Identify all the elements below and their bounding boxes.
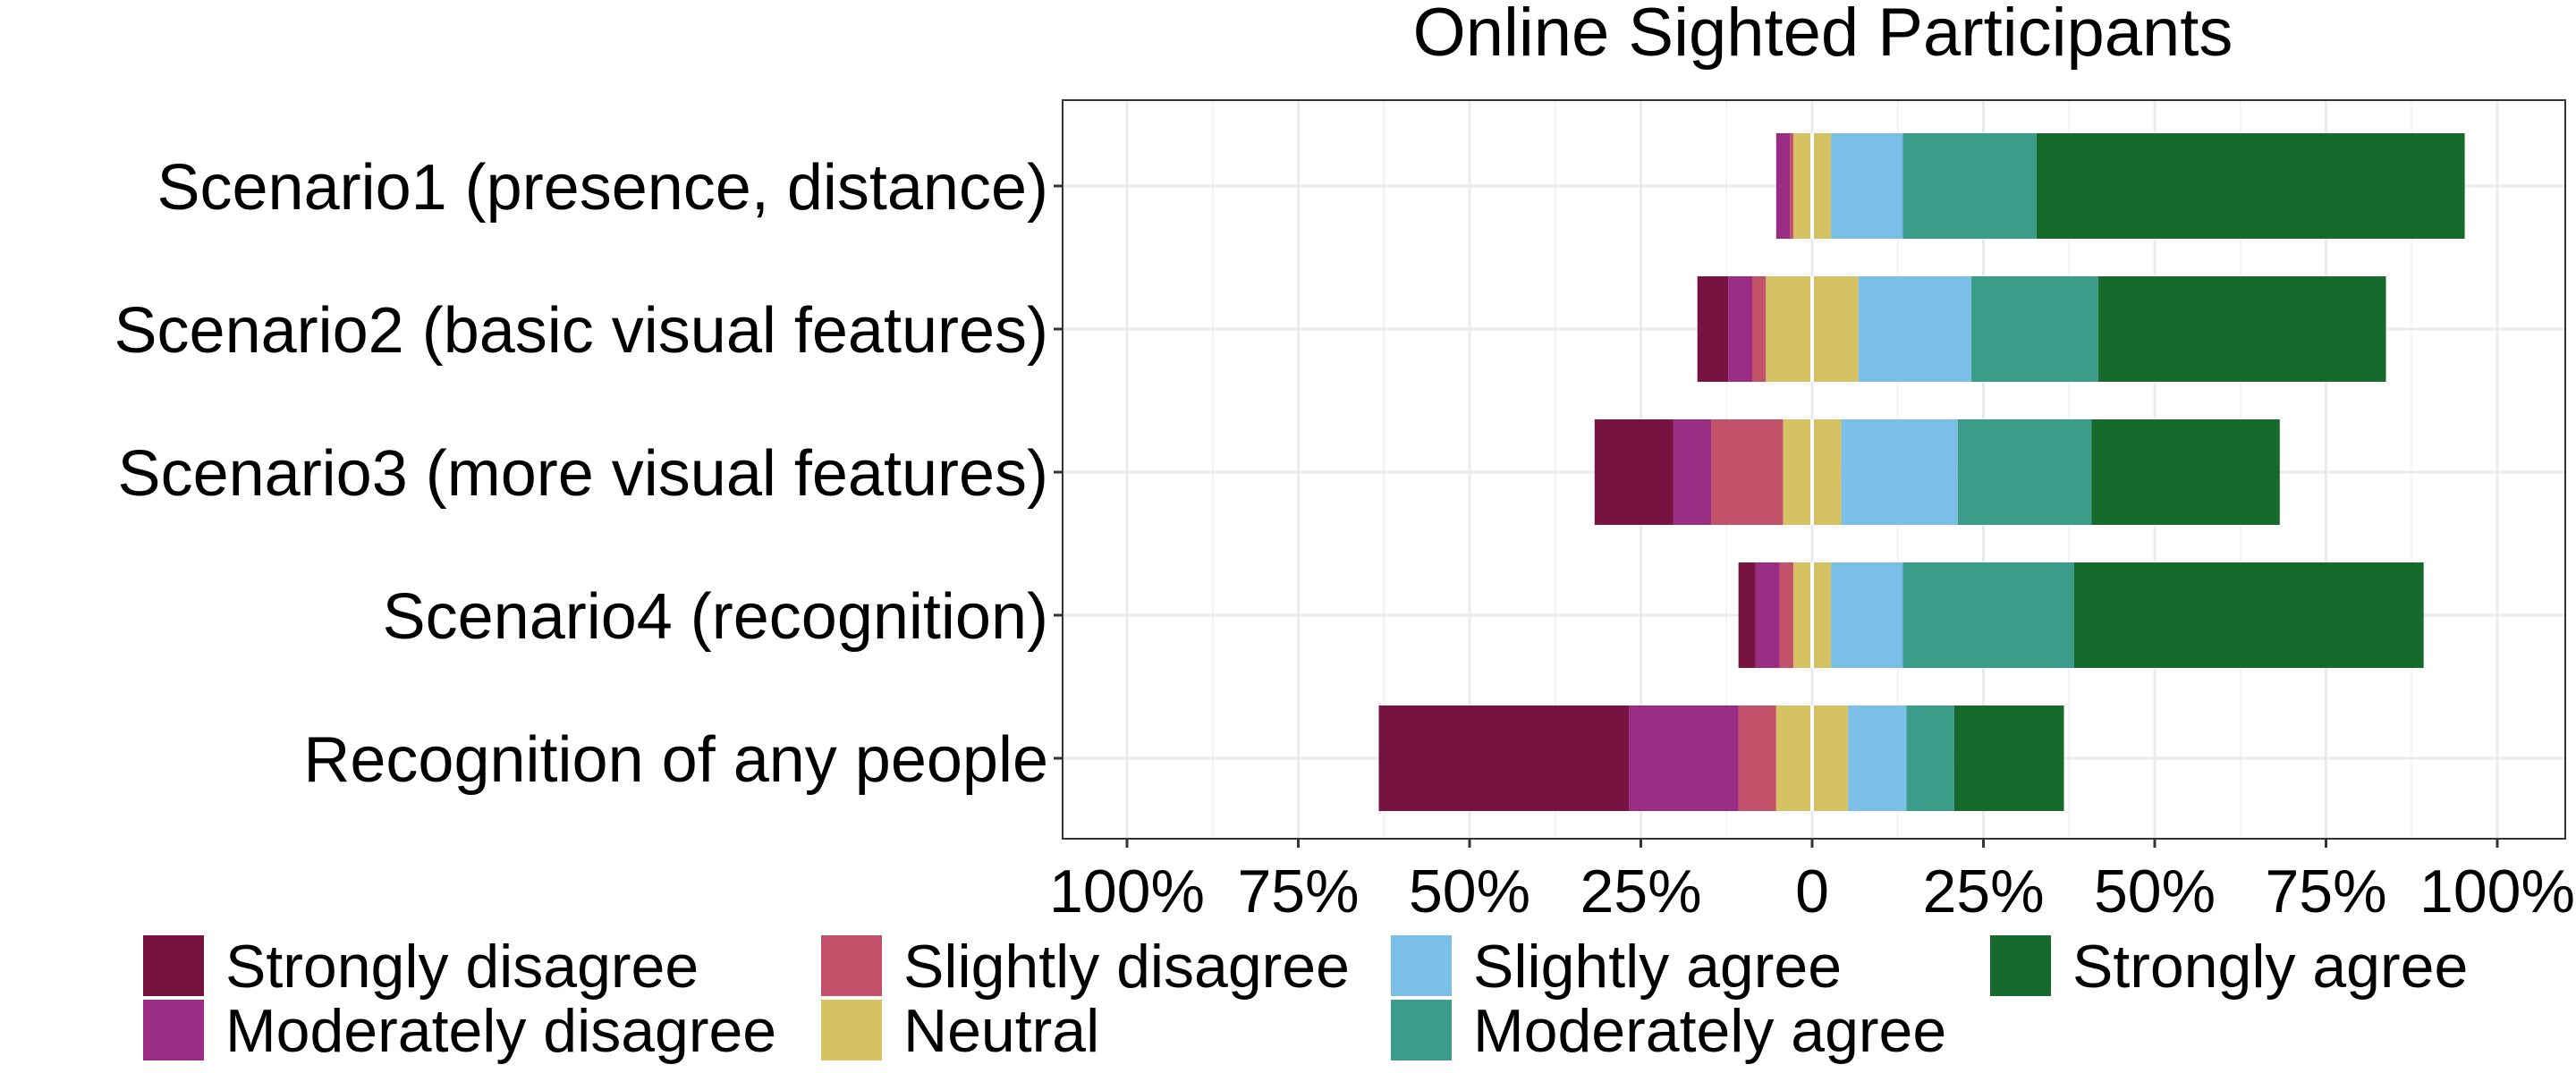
x-tick-label: 50% xyxy=(1409,858,1530,925)
chart-title: Online Sighted Participants xyxy=(1413,0,2233,71)
x-tick-label: 25% xyxy=(1922,858,2044,925)
x-tick-label: 100% xyxy=(2419,858,2575,925)
bar-segment xyxy=(1902,562,2074,668)
legend-key xyxy=(143,1000,204,1060)
bar-segment xyxy=(1812,133,1832,239)
y-tick-label: Recognition of any people xyxy=(303,724,1048,796)
legend-label: Slightly agree xyxy=(1473,933,1842,1001)
legend-label: Moderately agree xyxy=(1473,997,1946,1065)
bar-segment xyxy=(1848,705,1907,811)
bar-segment xyxy=(1790,133,1793,239)
legend-label: Moderately disagree xyxy=(225,997,776,1065)
bar-segment xyxy=(2036,133,2465,239)
bar-segment xyxy=(1711,419,1784,525)
x-tick-label: 75% xyxy=(2265,858,2386,925)
legend-key xyxy=(1990,935,2051,996)
bar-segment xyxy=(1831,562,1903,668)
bar-segment xyxy=(1783,419,1812,525)
bar-segment xyxy=(1971,276,2098,382)
bar-segment xyxy=(1755,562,1780,668)
y-tick-label: Scenario4 (recognition) xyxy=(383,581,1048,653)
x-tick-label: 0 xyxy=(1795,858,1829,925)
bar-segment xyxy=(1953,705,2064,811)
x-tick-label: 50% xyxy=(2094,858,2216,925)
y-axis: Scenario1 (presence, distance) Scenario2 … xyxy=(114,152,1063,796)
bar-segment xyxy=(2097,276,2386,382)
legend-key xyxy=(1391,1000,1452,1060)
legend-key xyxy=(821,935,882,996)
bar-segment xyxy=(1792,562,1812,668)
legend-label: Strongly agree xyxy=(2072,933,2468,1001)
bar-segment xyxy=(1792,133,1812,239)
bar-segment xyxy=(1841,419,1958,525)
bar-segment xyxy=(1858,276,1972,382)
legend-label: Slightly disagree xyxy=(903,933,1350,1001)
bar-segment xyxy=(1812,562,1832,668)
bars xyxy=(1378,133,2465,811)
bar-segment xyxy=(1697,276,1729,382)
y-tick-label: Scenario3 (more visual features) xyxy=(118,438,1048,510)
bar-segment xyxy=(1775,133,1791,239)
x-tick-label: 75% xyxy=(1237,858,1359,925)
bar-segment xyxy=(1751,276,1767,382)
bar-segment xyxy=(1831,133,1903,239)
bar-segment xyxy=(1812,419,1842,525)
bar-segment xyxy=(1738,562,1756,668)
bar-segment xyxy=(1775,705,1812,811)
bar-segment xyxy=(2073,562,2424,668)
bar-segment xyxy=(1378,705,1630,811)
bar-segment xyxy=(1902,133,2037,239)
x-tick-label: 100% xyxy=(1049,858,1205,925)
legend-label: Strongly disagree xyxy=(225,933,699,1001)
bar-segment xyxy=(1812,276,1859,382)
y-tick-label: Scenario1 (presence, distance) xyxy=(157,152,1048,224)
legend-key xyxy=(821,1000,882,1060)
bar-segment xyxy=(1629,705,1739,811)
bar-segment xyxy=(1766,276,1812,382)
bar-segment xyxy=(2091,419,2280,525)
bar-segment xyxy=(1812,705,1849,811)
bar-segment xyxy=(1957,419,2092,525)
plot-border xyxy=(1062,99,2566,840)
y-tick-label: Scenario2 (basic visual features) xyxy=(114,295,1049,367)
x-tick-label: 25% xyxy=(1580,858,1701,925)
legend-label: Neutral xyxy=(903,997,1099,1065)
bar-segment xyxy=(1738,705,1776,811)
bar-segment xyxy=(1906,705,1954,811)
bar-segment xyxy=(1594,419,1674,525)
legend-key xyxy=(143,935,204,996)
bar-segment xyxy=(1728,276,1752,382)
bar-segment xyxy=(1779,562,1793,668)
x-axis: 100% 75% 50% 25% 0 25% 50% 75% 100% xyxy=(1049,839,2575,925)
legend-key xyxy=(1391,935,1452,996)
bar-segment xyxy=(1673,419,1712,525)
